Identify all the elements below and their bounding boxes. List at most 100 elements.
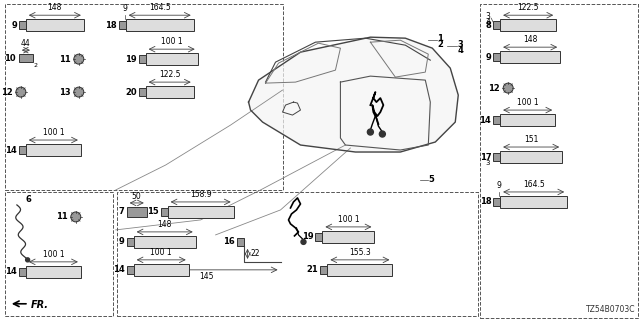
Text: 13: 13	[59, 88, 71, 97]
Text: 3: 3	[486, 160, 490, 166]
Text: 9: 9	[11, 21, 17, 30]
Bar	[127, 238, 134, 246]
Bar	[26, 144, 81, 156]
Bar	[19, 54, 33, 62]
Bar	[19, 146, 26, 154]
Text: 16: 16	[223, 237, 235, 246]
Text: 148: 148	[523, 35, 538, 44]
Text: 151: 151	[524, 135, 538, 144]
Text: 22: 22	[250, 249, 260, 258]
Text: 8: 8	[486, 21, 492, 30]
Text: 14: 14	[5, 146, 17, 155]
Bar	[146, 86, 194, 98]
Text: 7: 7	[119, 207, 125, 216]
Bar	[323, 231, 374, 243]
Text: 145: 145	[200, 272, 214, 281]
Text: 100 1: 100 1	[42, 128, 64, 137]
Text: 100 1: 100 1	[338, 215, 359, 224]
Bar	[134, 264, 189, 276]
Text: 21: 21	[307, 265, 319, 274]
Circle shape	[71, 212, 81, 222]
Text: 122.5: 122.5	[159, 70, 180, 79]
Bar	[26, 266, 81, 278]
Text: 3: 3	[485, 12, 490, 21]
Bar	[493, 198, 500, 206]
Bar	[161, 208, 168, 216]
Bar	[500, 196, 567, 208]
Text: 2: 2	[437, 40, 443, 49]
Circle shape	[74, 87, 84, 97]
Text: 19: 19	[302, 232, 314, 241]
Text: 14: 14	[5, 267, 17, 276]
Bar	[316, 233, 323, 241]
Polygon shape	[248, 37, 458, 152]
Text: 122.5: 122.5	[517, 3, 539, 12]
Bar	[500, 19, 556, 31]
Circle shape	[74, 54, 84, 64]
Text: 9: 9	[119, 237, 125, 246]
Text: 100 1: 100 1	[150, 248, 172, 257]
Text: 18: 18	[105, 21, 116, 30]
Text: TZ54B0703C: TZ54B0703C	[586, 305, 635, 314]
Circle shape	[503, 83, 513, 93]
Text: 12: 12	[488, 84, 500, 92]
Text: 15: 15	[147, 207, 159, 216]
Circle shape	[301, 239, 306, 244]
Text: 148: 148	[47, 3, 62, 12]
Bar	[493, 116, 500, 124]
Circle shape	[26, 258, 29, 262]
Text: 18: 18	[479, 197, 492, 206]
Bar	[146, 53, 198, 65]
Bar	[119, 21, 125, 29]
Text: 155.3: 155.3	[349, 248, 371, 257]
Text: 12: 12	[1, 88, 13, 97]
Bar	[493, 21, 500, 29]
Bar	[26, 19, 84, 31]
Text: 6: 6	[26, 196, 32, 204]
Text: 164.5: 164.5	[149, 3, 170, 12]
Bar	[127, 207, 147, 217]
Bar	[19, 268, 26, 276]
Text: 11: 11	[56, 212, 68, 221]
Text: 10: 10	[4, 54, 16, 63]
Bar	[125, 19, 194, 31]
Bar	[134, 236, 196, 248]
Text: 100 1: 100 1	[161, 37, 182, 46]
Text: 9: 9	[497, 181, 502, 190]
Bar	[168, 206, 234, 218]
Bar	[500, 51, 560, 63]
Text: 158.9: 158.9	[190, 190, 211, 199]
Text: 14: 14	[479, 116, 492, 124]
Bar	[500, 114, 555, 126]
Text: 20: 20	[125, 88, 137, 97]
Circle shape	[380, 131, 385, 137]
Text: 100 1: 100 1	[517, 98, 538, 107]
Text: 2: 2	[34, 63, 38, 68]
Text: 148: 148	[157, 220, 172, 229]
Bar	[500, 151, 562, 163]
Bar	[139, 55, 146, 63]
Text: 50: 50	[132, 192, 141, 201]
Text: 14: 14	[113, 265, 125, 274]
Bar	[493, 53, 500, 61]
Text: 4: 4	[485, 18, 490, 27]
Text: FR.: FR.	[31, 300, 49, 310]
Text: 44: 44	[21, 39, 31, 48]
Text: 9: 9	[122, 4, 127, 13]
Bar	[321, 266, 328, 274]
Bar	[19, 21, 26, 29]
Circle shape	[367, 129, 373, 135]
Text: 4: 4	[457, 46, 463, 55]
Circle shape	[16, 87, 26, 97]
Text: 19: 19	[125, 55, 137, 64]
Text: 5: 5	[428, 175, 434, 184]
Text: 3: 3	[457, 40, 463, 49]
Bar	[237, 238, 244, 246]
Bar	[139, 88, 146, 96]
Bar	[127, 266, 134, 274]
Text: 9: 9	[486, 53, 492, 62]
Bar	[493, 153, 500, 161]
Text: 100 1: 100 1	[42, 250, 64, 259]
Text: 1: 1	[437, 34, 443, 43]
Text: 11: 11	[59, 55, 71, 64]
